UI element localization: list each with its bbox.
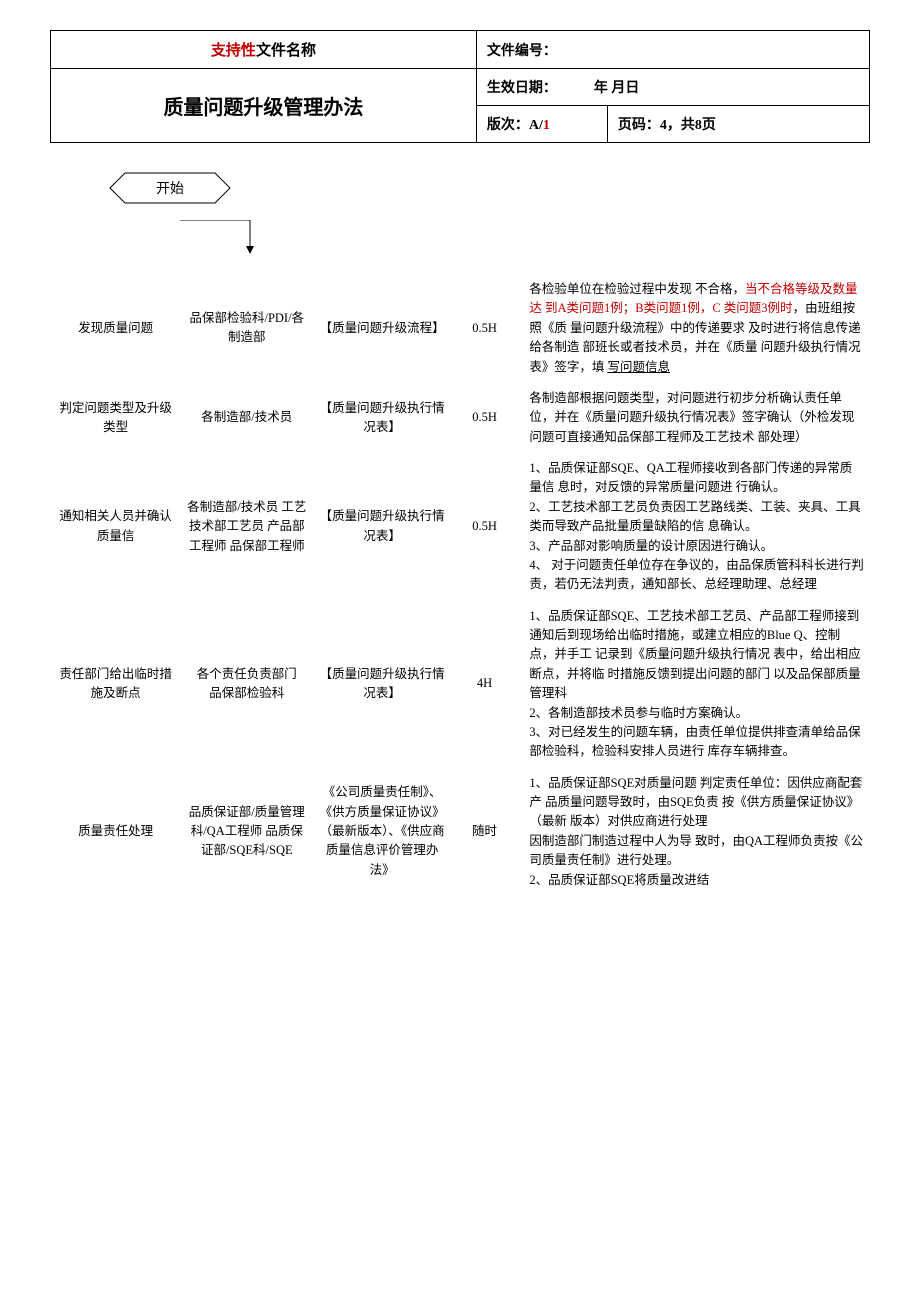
page-label: 页码：4，共8页 <box>607 106 869 143</box>
time-limit: 随时 <box>452 768 518 896</box>
time-limit: 4H <box>452 601 518 768</box>
department: 品质保证部/质量管理科/QA工程师 品质保证部/SQE科/SQE <box>181 768 312 896</box>
reference-document: 【质量问题升级执行情况表】 <box>312 383 451 453</box>
step-name: 发现质量问题 <box>50 274 181 383</box>
process-row: 发现质量问题品保部检验科/PDI/各制造部【质量问题升级流程】0.5H各检验单位… <box>50 274 870 383</box>
process-row: 判定问题类型及升级类型各制造部/技术员【质量问题升级执行情况表】0.5H各制造部… <box>50 383 870 453</box>
reference-document: 【质量问题升级执行情况表】 <box>312 601 451 768</box>
flow-start-text: 开始 <box>156 181 184 197</box>
description: 1、品质保证部SQE、工艺技术部工艺员、产品部工程师接到通知后到现场给出临时措施… <box>517 601 870 768</box>
step-name: 质量责任处理 <box>50 768 181 896</box>
description: 各制造部根据问题类型，对问题进行初步分析确认责任单位，并在《质量问题升级执行情况… <box>517 383 870 453</box>
description: 1、品质保证部SQE、QA工程师接收到各部门传递的异常质量信 息时，对反馈的异常… <box>517 453 870 601</box>
process-row: 质量责任处理品质保证部/质量管理科/QA工程师 品质保证部/SQE科/SQE《公… <box>50 768 870 896</box>
process-row: 通知相关人员并确认质量信各制造部/技术员 工艺技术部工艺员 产品部工程师 品保部… <box>50 453 870 601</box>
process-table: 发现质量问题品保部检验科/PDI/各制造部【质量问题升级流程】0.5H各检验单位… <box>50 274 870 896</box>
department: 品保部检验科/PDI/各制造部 <box>181 274 312 383</box>
process-row: 责任部门给出临时措施及断点各个责任负责部门 品保部检验科【质量问题升级执行情况表… <box>50 601 870 768</box>
reference-document: 《公司质量责任制》、《供方质量保证协议》（最新版本）、《供应商质量信息评价管理办… <box>312 768 451 896</box>
support-suffix: 文件名称 <box>256 43 316 59</box>
reference-document: 【质量问题升级执行情况表】 <box>312 453 451 601</box>
effective-date-label: 生效日期： <box>487 81 557 96</box>
time-limit: 0.5H <box>452 383 518 453</box>
support-prefix: 支持性 <box>211 43 256 59</box>
time-limit: 0.5H <box>452 274 518 383</box>
step-name: 判定问题类型及升级类型 <box>50 383 181 453</box>
version-red: 1 <box>543 118 550 133</box>
reference-document: 【质量问题升级流程】 <box>312 274 451 383</box>
description: 各检验单位在检验过程中发现 不合格，当不合格等级及数量达 到A类问题1例；B类问… <box>517 274 870 383</box>
effective-date-value: 年 月日 <box>594 81 640 96</box>
flow-connector <box>180 220 870 259</box>
step-name: 通知相关人员并确认质量信 <box>50 453 181 601</box>
time-limit: 0.5H <box>452 453 518 601</box>
department: 各制造部/技术员 <box>181 383 312 453</box>
document-header-table: 支持性文件名称 文件编号： 质量问题升级管理办法 生效日期： 年 月日 版次：A… <box>50 30 870 143</box>
department: 各制造部/技术员 工艺技术部工艺员 产品部工程师 品保部工程师 <box>181 453 312 601</box>
doc-no-label: 文件编号： <box>476 31 869 69</box>
doc-title: 质量问题升级管理办法 <box>51 69 477 143</box>
version-label: 版次：A/ <box>487 118 543 133</box>
description: 1、品质保证部SQE对质量问题 判定责任单位：因供应商配套产 品质量问题导致时，… <box>517 768 870 896</box>
step-name: 责任部门给出临时措施及断点 <box>50 601 181 768</box>
flow-start-shape: 开始 <box>90 168 870 212</box>
department: 各个责任负责部门 品保部检验科 <box>181 601 312 768</box>
